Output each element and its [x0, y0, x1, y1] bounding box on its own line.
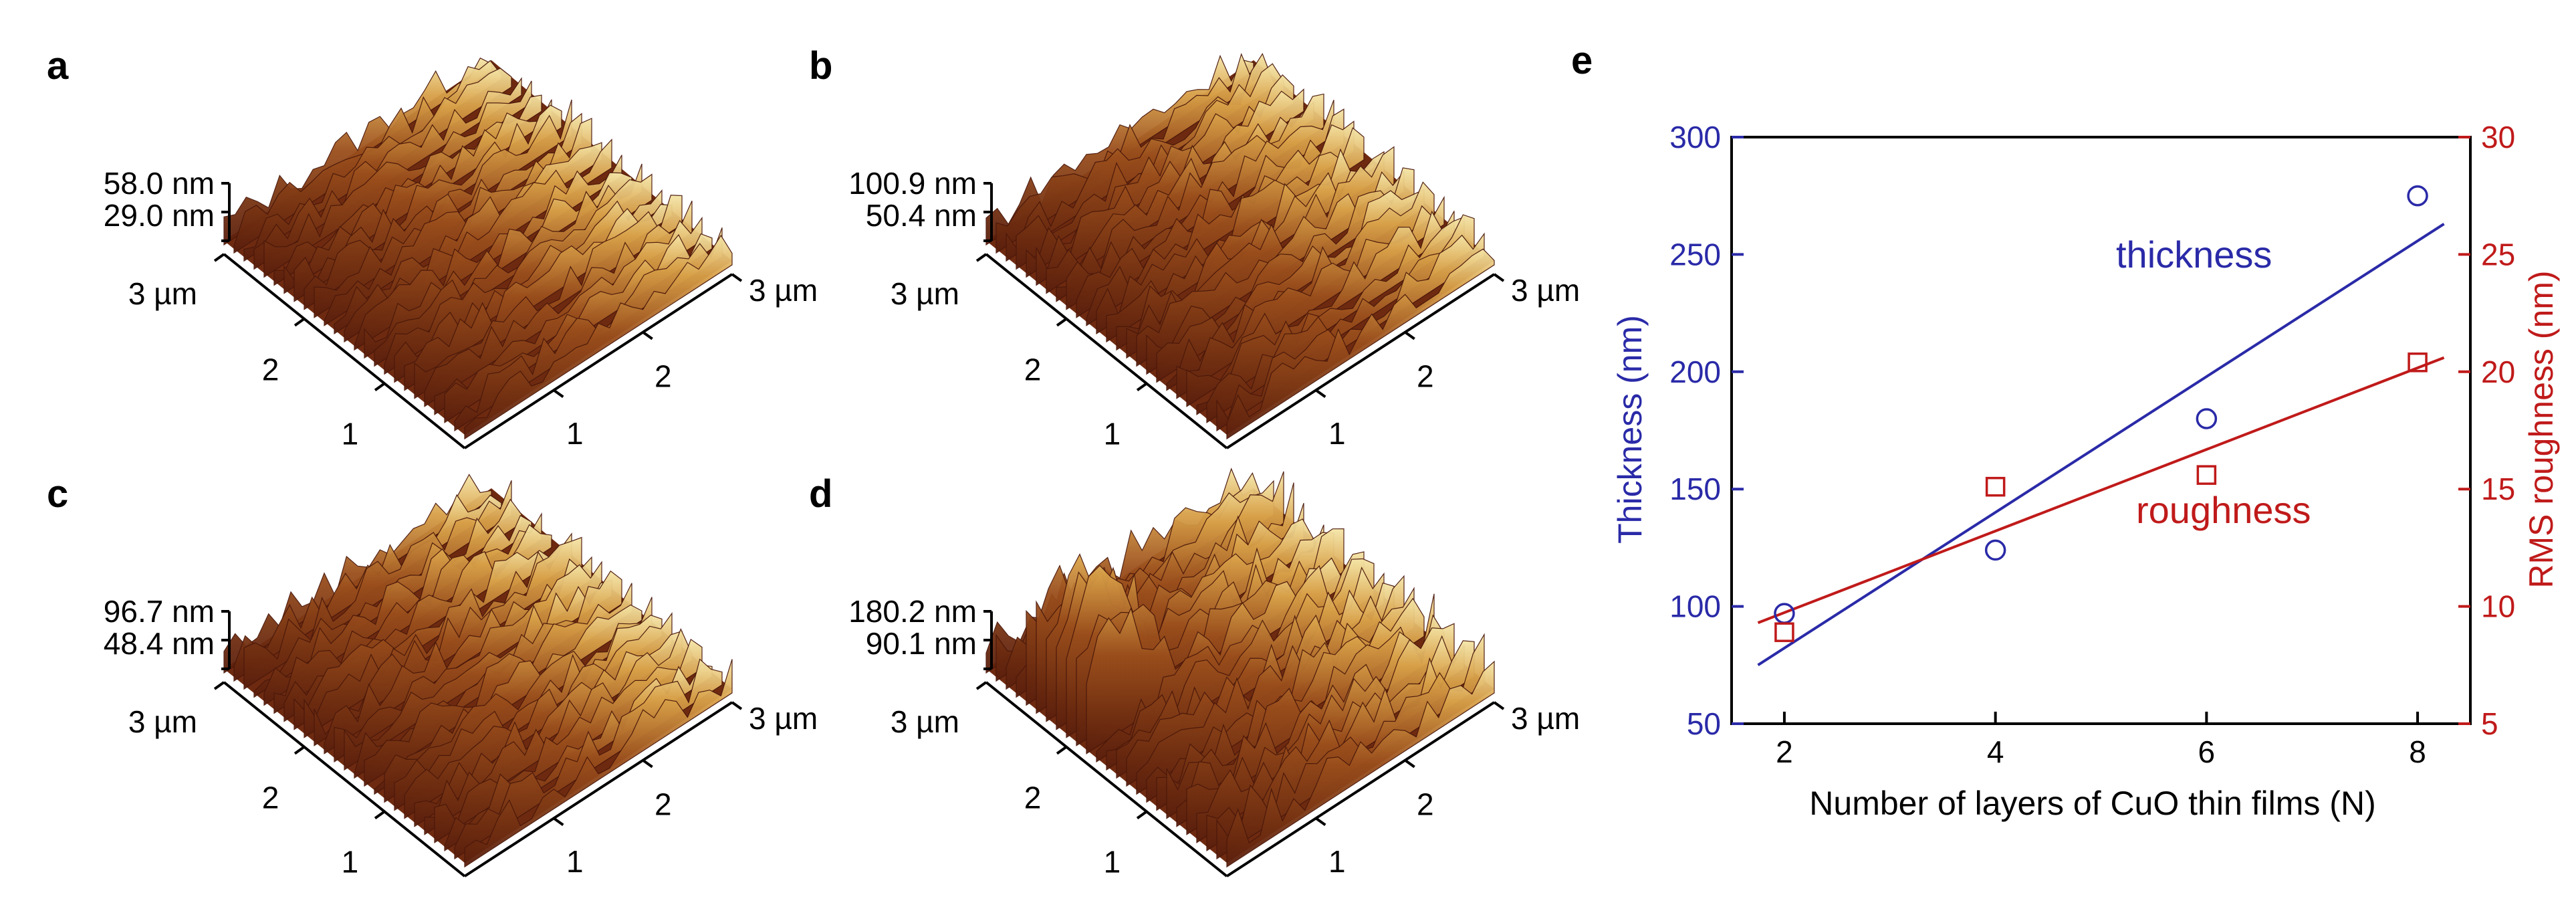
afm-surface-d — [985, 468, 1495, 868]
thickness-annotation: thickness — [2116, 233, 2272, 276]
fit-lines — [1757, 223, 2445, 666]
y-axis-title-left: Thickness (nm) — [1611, 315, 1649, 544]
x-tick-label: 8 — [2409, 734, 2426, 769]
afm-surface-c — [223, 474, 733, 868]
afm-axes-b — [975, 182, 1505, 449]
xy-axis-label: 2 — [655, 787, 672, 821]
xy-axis-label: 3 µm — [891, 704, 959, 739]
point-thickness — [2196, 408, 2218, 429]
fit-line-thickness — [1757, 223, 2445, 666]
point-roughness — [1774, 622, 1794, 642]
panel-label-c: c — [47, 472, 68, 516]
xy-axis-label: 3 µm — [749, 273, 818, 308]
x-tick-label: 6 — [2198, 734, 2216, 769]
x-axis-title: Number of layers of CuO thin films (N) — [1809, 785, 2375, 822]
xy-axis-label: 3 µm — [128, 704, 197, 739]
xy-axis-label: 3 µm — [891, 276, 959, 311]
xy-axis-label: 2 — [262, 781, 279, 815]
y-tick-label-left: 250 — [1669, 237, 1721, 272]
y-tick-label-right: 20 — [2481, 354, 2515, 389]
point-thickness — [1984, 539, 2006, 561]
xy-axis-label: 1 — [342, 844, 359, 879]
panel-label-b: b — [809, 44, 832, 88]
xy-axis-label: 1 — [342, 416, 359, 451]
height-label-max: 180.2 nm — [848, 594, 977, 629]
afm-axes-a — [213, 182, 743, 449]
plot-frame — [1730, 136, 2472, 725]
point-roughness — [2408, 352, 2428, 373]
axis-ticks: 2 4 6 8 50 100 150 200 250 300 5 10 15 20 25 30 — [1669, 120, 2515, 769]
xy-axis-label: 1 — [1104, 416, 1121, 451]
xy-axis-label: 2 — [1024, 352, 1042, 387]
xy-axis-label: 3 µm — [1511, 701, 1580, 736]
height-label-mid: 90.1 nm — [866, 626, 977, 661]
fit-line-roughness — [1757, 356, 2445, 625]
y-tick-label-left: 50 — [1687, 706, 1721, 741]
y-tick-label-right: 5 — [2481, 706, 2498, 741]
xy-axis-label: 3 µm — [749, 701, 818, 736]
height-label-mid: 29.0 nm — [104, 198, 215, 233]
y-tick-label-left: 150 — [1669, 472, 1721, 506]
x-tick-label: 2 — [1776, 734, 1793, 769]
xy-axis-label: 2 — [1417, 359, 1434, 393]
xy-axis-label: 1 — [566, 416, 584, 451]
height-label-max: 58.0 nm — [104, 166, 215, 201]
data-points — [1774, 185, 2428, 642]
xy-axis-label: 1 — [1328, 416, 1346, 451]
xy-axis-label: 3 µm — [1511, 273, 1580, 308]
point-roughness — [1985, 476, 2006, 497]
y-tick-label-right: 15 — [2481, 472, 2515, 506]
y-tick-label-right: 30 — [2481, 120, 2515, 155]
point-roughness — [2196, 465, 2217, 485]
xy-axis-label: 2 — [1024, 781, 1042, 815]
height-label-max: 100.9 nm — [848, 166, 977, 201]
point-thickness — [2407, 185, 2428, 207]
xy-axis-label: 3 µm — [128, 276, 197, 311]
panel-label-e: e — [1571, 39, 1593, 82]
afm-surface-b — [985, 53, 1495, 440]
y-tick-label-left: 100 — [1669, 589, 1721, 624]
y-tick-label-right: 10 — [2481, 589, 2515, 624]
afm-axes-d — [975, 610, 1505, 878]
y-tick-label-right: 25 — [2481, 237, 2515, 272]
afm-surface-a — [223, 58, 733, 440]
panel-label-a: a — [47, 44, 69, 88]
height-label-mid: 48.4 nm — [104, 626, 215, 661]
x-tick-label: 4 — [1987, 734, 2004, 769]
height-label-max: 96.7 nm — [104, 594, 215, 629]
y-axis-title-right: RMS roughness (nm) — [2523, 270, 2560, 588]
afm-axes-c — [213, 610, 743, 878]
xy-axis-label: 2 — [655, 359, 672, 393]
xy-axis-label: 1 — [1104, 844, 1121, 879]
chart-panel-e: e 2 4 6 8 50 100 150 200 250 300 5 10 15 20 25 30 thick… — [1571, 39, 2560, 822]
y-tick-label-left: 200 — [1669, 354, 1721, 389]
xy-axis-label: 2 — [262, 352, 279, 387]
xy-axis-label: 1 — [566, 844, 584, 879]
xy-axis-label: 2 — [1417, 787, 1434, 821]
height-label-mid: 50.4 nm — [866, 198, 977, 233]
xy-axis-label: 1 — [1328, 844, 1346, 879]
y-tick-label-left: 300 — [1669, 120, 1721, 155]
panel-label-d: d — [809, 472, 832, 516]
roughness-annotation: roughness — [2136, 489, 2311, 531]
